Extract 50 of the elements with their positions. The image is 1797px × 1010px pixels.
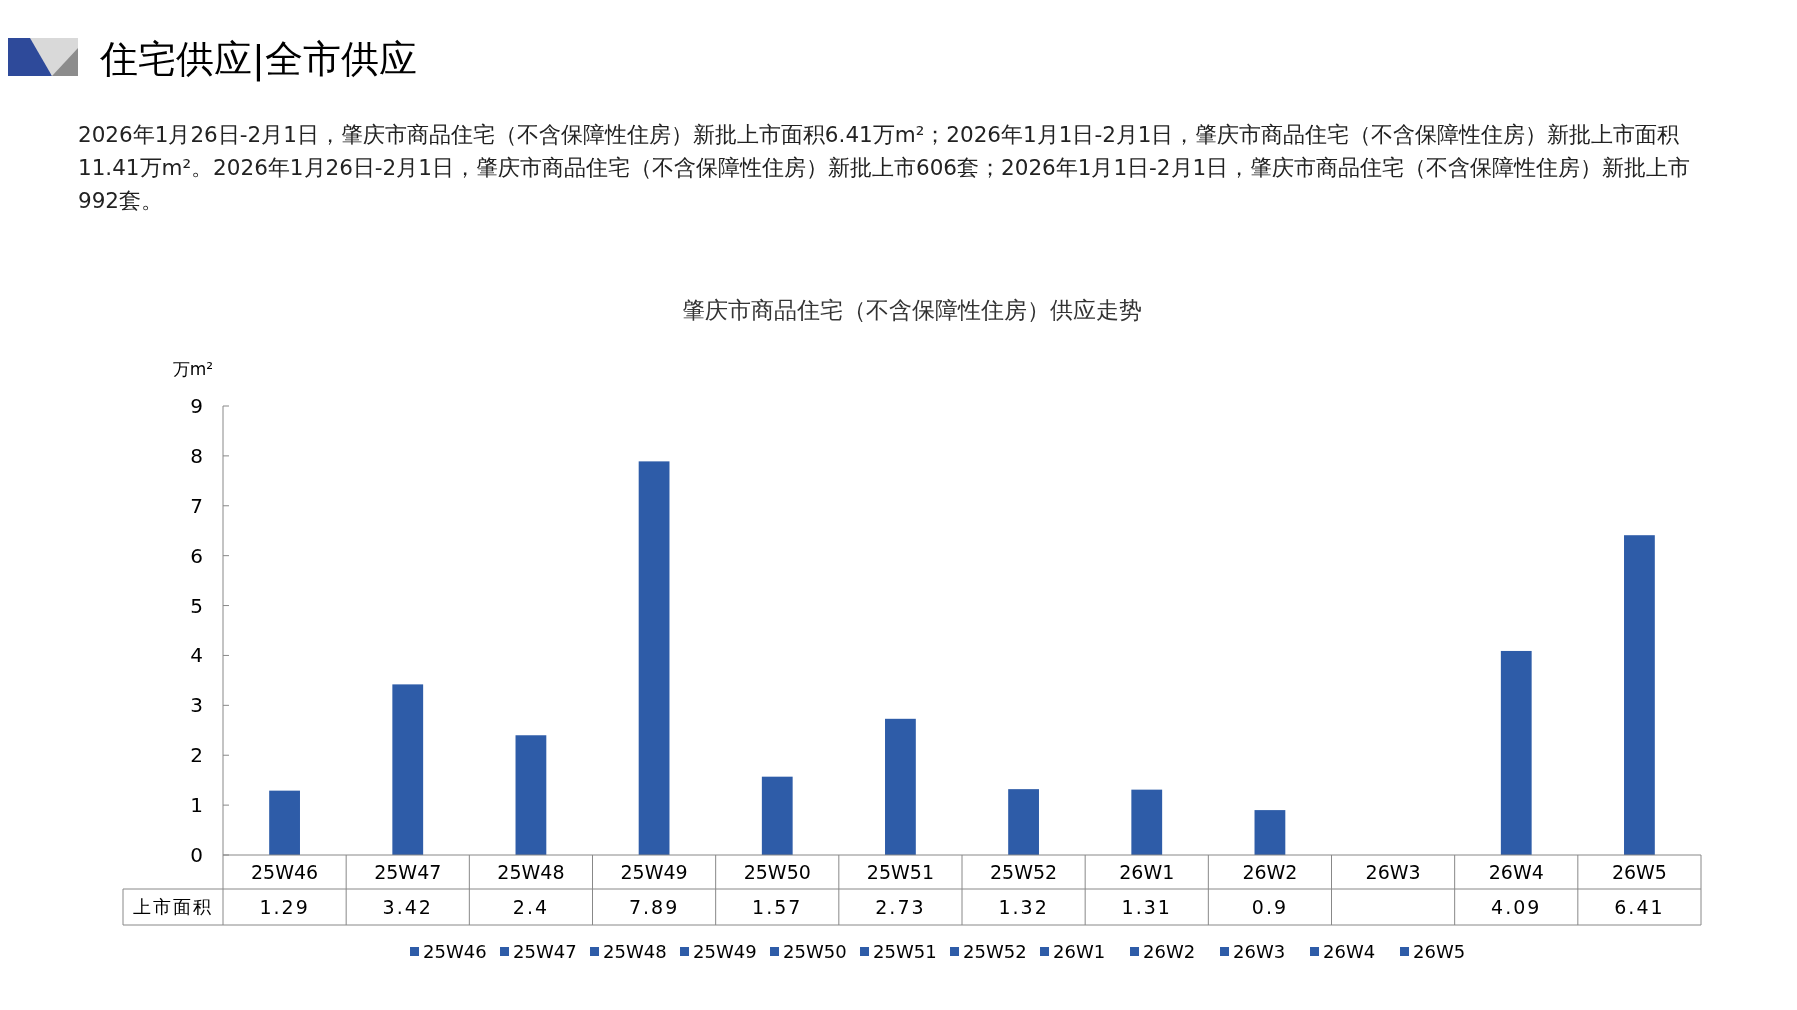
x-tick-label: 25W46 xyxy=(251,860,319,883)
y-tick-label: 8 xyxy=(190,443,203,468)
y-tick-label: 9 xyxy=(190,394,203,418)
category-label: 25W46 xyxy=(423,941,487,963)
x-tick-label: 25W47 xyxy=(374,860,442,883)
text: 上市面积 xyxy=(133,896,213,918)
data-label: 3.42 xyxy=(382,895,433,918)
category-label: 25W49 xyxy=(693,941,757,963)
x-tick-label: 26W3 xyxy=(1365,860,1421,883)
category-label: 25W50 xyxy=(783,941,847,963)
category-label: 26W2 xyxy=(1143,941,1196,963)
category-label: 25W51 xyxy=(873,941,937,963)
y-tick-label: 5 xyxy=(190,593,203,618)
chart-title: 肇庆市商品住宅（不含保障性住房）供应走势 xyxy=(682,297,1142,323)
x-tick-label: 25W48 xyxy=(497,860,565,883)
y-tick-label: 4 xyxy=(190,643,203,668)
x-tick-label: 25W50 xyxy=(743,860,811,883)
category-label: 25W47 xyxy=(513,941,577,963)
data-label: 1.57 xyxy=(752,895,803,918)
data-label: 7.89 xyxy=(628,895,680,918)
y-tick-label: 6 xyxy=(190,543,203,568)
category-label: 25W52 xyxy=(963,941,1027,963)
x-tick-label: 25W49 xyxy=(620,860,688,883)
text: 住宅供应|全市供应 xyxy=(99,37,417,82)
data-label: 1.31 xyxy=(1121,895,1172,918)
data-label: 0.9 xyxy=(1251,895,1289,918)
x-tick-label: 26W1 xyxy=(1119,860,1175,883)
data-label: 1.32 xyxy=(998,895,1049,918)
y-tick-label: 1 xyxy=(190,793,203,818)
data-label: 4.09 xyxy=(1491,895,1542,918)
y-tick-label: 0 xyxy=(190,843,203,867)
x-tick-label: 25W52 xyxy=(990,860,1058,883)
text: 2026年1月26日-2月1日，肇庆市商品住宅（不含保障性住房）新批上市面积6.41万m²；2026年1月1日-2月1日，肇庆市商品住宅（不含保障性住房）新批上市面积11.41万m²。2026年1月26日-2月1日，肇庆市商品住宅（不含保障性住房）新批上市606套；2026年1月1日-2月1日，肇庆市商品住宅（不含保障性住房）新批上市992套。 xyxy=(78,121,1692,215)
x-tick-label: 26W4 xyxy=(1488,860,1544,883)
data-label: 2.73 xyxy=(875,895,926,918)
x-tick-label: 25W51 xyxy=(866,860,934,883)
data-label: 1.29 xyxy=(259,895,310,918)
category-label: 26W4 xyxy=(1323,941,1376,963)
category-label: 26W1 xyxy=(1053,941,1106,963)
data-label: 2.4 xyxy=(512,895,550,918)
y-tick-label: 2 xyxy=(190,743,203,768)
x-tick-label: 26W2 xyxy=(1242,860,1298,883)
y-tick-label: 7 xyxy=(190,493,203,518)
y-axis-title: 万m² xyxy=(172,359,214,379)
data-label: 6.41 xyxy=(1614,895,1665,918)
y-tick-label: 3 xyxy=(190,693,203,718)
category-label: 25W48 xyxy=(603,941,667,963)
x-tick-label: 26W5 xyxy=(1611,860,1667,883)
category-label: 26W3 xyxy=(1233,941,1286,963)
category-label: 26W5 xyxy=(1413,941,1466,963)
